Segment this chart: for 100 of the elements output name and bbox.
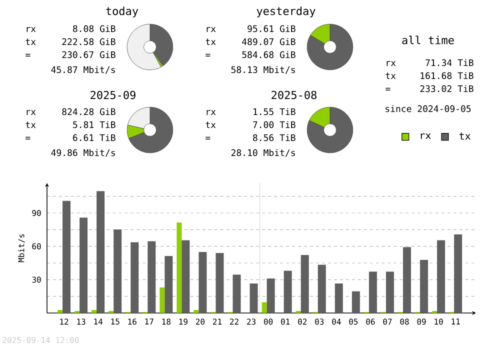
bar xyxy=(194,310,199,313)
text: 28.10 Mbit/s xyxy=(231,149,295,157)
bar xyxy=(300,255,309,313)
bar xyxy=(62,200,71,313)
bar xyxy=(284,270,292,313)
bar xyxy=(216,253,224,313)
x-tick-label: 02 xyxy=(298,318,306,325)
bar xyxy=(148,241,156,313)
x-tick-label: 17 xyxy=(145,318,154,324)
text: 161.68 TiB xyxy=(420,72,474,80)
text: 824.28 GiB xyxy=(62,108,116,116)
bar xyxy=(386,272,394,313)
text: all time xyxy=(402,36,454,44)
bar xyxy=(250,284,258,313)
text: 95.61 GiB xyxy=(248,25,296,32)
bar xyxy=(334,284,343,313)
text: 233.02 TiB xyxy=(420,85,474,92)
text: 58.13 Mbit/s xyxy=(231,66,295,74)
y-tick-label: 30 xyxy=(32,276,41,283)
x-tick-label: 10 xyxy=(434,318,443,325)
x-tick-label: 18 xyxy=(162,318,170,325)
x-tick-label: 22 xyxy=(230,318,238,325)
legend-label: tx xyxy=(459,132,470,140)
y-tick-label: 60 xyxy=(32,243,41,250)
text: rx xyxy=(206,26,216,32)
text: 71.34 TiB xyxy=(426,59,474,66)
text: tx xyxy=(386,72,396,79)
bar xyxy=(164,256,173,313)
bar xyxy=(266,278,275,313)
text: rx xyxy=(26,26,36,32)
text: 8.08 GiB xyxy=(73,25,116,32)
bar xyxy=(262,302,267,313)
bar xyxy=(58,310,63,313)
x-tick-label: 12 xyxy=(60,318,68,325)
bar xyxy=(403,247,412,313)
text: 230.67 GiB xyxy=(62,51,116,58)
x-tick-label: 09 xyxy=(417,318,426,325)
chart-title: today xyxy=(106,6,138,18)
x-tick-label: 16 xyxy=(128,318,136,325)
text: 45.87 Mbit/s xyxy=(51,66,115,74)
bar xyxy=(198,252,207,313)
text: 8.56 TiB xyxy=(253,134,296,142)
text: 49.86 Mbit/s xyxy=(51,149,115,157)
x-tick-label: 23 xyxy=(247,318,256,325)
text: = xyxy=(26,54,30,56)
chart-title: yesterday xyxy=(256,6,316,18)
x-tick-label: 13 xyxy=(77,318,86,325)
text: 222.58 GiB xyxy=(62,38,116,46)
text: 1.55 TiB xyxy=(254,108,296,116)
x-tick-label: 08 xyxy=(400,318,409,325)
x-tick-label: 19 xyxy=(179,318,188,325)
y-tick-label: 90 xyxy=(32,210,41,216)
x-tick-label: 21 xyxy=(213,318,222,325)
bar xyxy=(232,274,241,313)
y-axis-title: Mbit/s xyxy=(18,234,25,262)
text: tx xyxy=(26,122,36,128)
text: 489.07 GiB xyxy=(242,38,296,46)
bar xyxy=(80,218,88,313)
x-tick-label: 07 xyxy=(383,318,392,325)
x-tick-label: 15 xyxy=(111,318,120,325)
text: tx xyxy=(206,122,216,128)
text: 6.61 TiB xyxy=(73,134,116,142)
x-tick-label: 04 xyxy=(332,318,341,325)
text: rx xyxy=(206,110,216,115)
bar xyxy=(130,242,139,313)
chart-title: 2025-08 xyxy=(272,90,316,100)
x-tick-label: 05 xyxy=(349,318,358,325)
x-tick-label: 00 xyxy=(264,318,273,325)
x-tick-label: 06 xyxy=(366,318,375,325)
x-tick-label: 03 xyxy=(315,318,324,325)
text: since 2024-09-05 xyxy=(386,105,471,112)
bar xyxy=(420,260,428,313)
bar xyxy=(114,229,122,313)
text: 7.00 TiB xyxy=(253,121,296,128)
text: 5.81 TiB xyxy=(73,121,116,128)
text: = xyxy=(386,88,390,90)
x-tick-label: 11 xyxy=(452,318,460,324)
legend-label: rx xyxy=(420,133,431,139)
text: = xyxy=(26,136,30,140)
bar xyxy=(182,240,190,313)
text: rx xyxy=(386,60,396,66)
text: = xyxy=(206,136,210,140)
bar xyxy=(437,240,446,313)
text: = xyxy=(206,54,210,56)
bar xyxy=(96,191,105,313)
bar xyxy=(454,234,462,313)
bar xyxy=(352,291,360,313)
x-tick-label: 01 xyxy=(281,318,290,325)
text: rx xyxy=(26,110,36,115)
bar xyxy=(368,272,377,313)
bar xyxy=(318,264,326,313)
text: tx xyxy=(26,38,36,45)
bar xyxy=(92,310,97,313)
bar xyxy=(176,222,182,313)
bar xyxy=(160,287,165,313)
chart-title: 2025-09 xyxy=(90,90,136,100)
x-tick-label: 20 xyxy=(196,318,205,325)
x-tick-label: 14 xyxy=(94,318,103,324)
text: tx xyxy=(206,38,216,45)
text: 584.68 GiB xyxy=(242,51,296,58)
